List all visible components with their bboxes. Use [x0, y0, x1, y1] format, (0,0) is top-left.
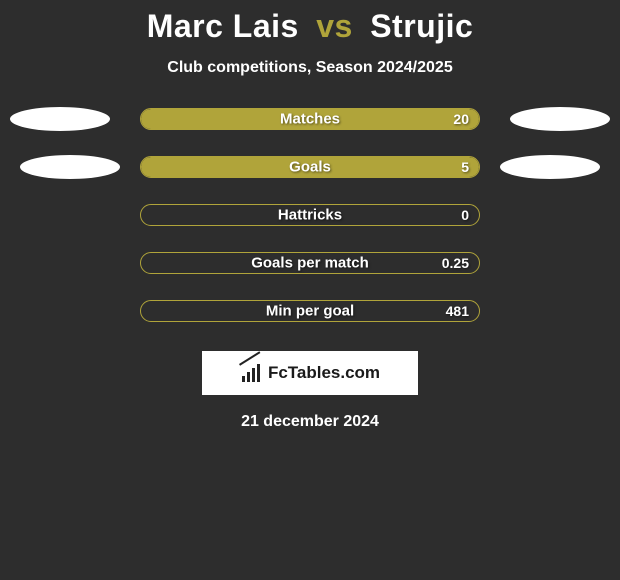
stat-label: Matches	[280, 111, 340, 128]
logo-chart-icon	[240, 364, 262, 382]
right-ellipse	[500, 155, 600, 179]
stat-row: Goals 5	[0, 155, 620, 179]
logo-box: FcTables.com	[202, 351, 418, 395]
page-title: Marc Lais vs Strujic	[0, 8, 620, 45]
stat-bar-track: Matches 20	[140, 108, 480, 130]
stat-row: Hattricks 0	[0, 203, 620, 227]
stat-bar-track: Goals 5	[140, 156, 480, 178]
stat-label: Hattricks	[278, 207, 342, 224]
stat-bar-track: Goals per match 0.25	[140, 252, 480, 274]
player1-name: Marc Lais	[147, 8, 299, 44]
stats-rows: Matches 20 Goals 5 Hattricks 0 Goals per match…	[0, 107, 620, 323]
subtitle: Club competitions, Season 2024/2025	[0, 59, 620, 77]
stat-label: Goals	[289, 159, 331, 176]
vs-text: vs	[316, 8, 353, 44]
stat-row: Matches 20	[0, 107, 620, 131]
stat-value-right: 20	[453, 111, 469, 127]
stat-value-right: 0.25	[442, 255, 469, 271]
stat-row: Min per goal 481	[0, 299, 620, 323]
stat-bar-track: Min per goal 481	[140, 300, 480, 322]
stat-value-right: 481	[446, 303, 469, 319]
logo-text: FcTables.com	[268, 363, 380, 383]
stat-value-right: 5	[461, 159, 469, 175]
left-ellipse	[20, 155, 120, 179]
stat-label: Min per goal	[266, 303, 354, 320]
right-ellipse	[510, 107, 610, 131]
stat-bar-track: Hattricks 0	[140, 204, 480, 226]
player2-name: Strujic	[370, 8, 473, 44]
stat-label: Goals per match	[251, 255, 369, 272]
left-ellipse	[10, 107, 110, 131]
date-text: 21 december 2024	[0, 413, 620, 431]
stat-row: Goals per match 0.25	[0, 251, 620, 275]
stat-value-right: 0	[461, 207, 469, 223]
